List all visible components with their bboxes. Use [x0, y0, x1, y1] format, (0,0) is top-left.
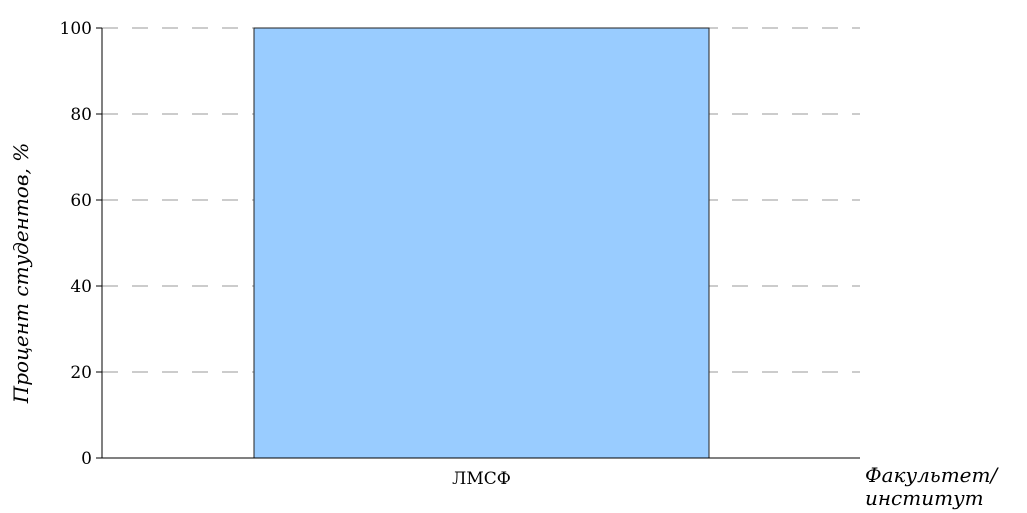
y-ticks: 0 20 40 60 80 100: [60, 19, 102, 469]
y-axis-title: Процент студентов, %: [9, 143, 33, 404]
bar-0: [253, 27, 710, 459]
x-axis-title-line-2: институт: [865, 486, 984, 510]
bars: [253, 27, 710, 459]
x-ticks: ЛМСФ: [452, 469, 511, 489]
y-tick-label-80: 80: [70, 105, 92, 125]
x-tick-label-0: ЛМСФ: [452, 469, 511, 489]
x-axis-title-line-1: Факультет/: [865, 463, 999, 487]
grid-lines: [102, 27, 860, 373]
y-tick-label-0: 0: [81, 449, 92, 469]
y-tick-label-20: 20: [70, 363, 92, 383]
y-tick-label-100: 100: [60, 19, 92, 39]
y-tick-label-40: 40: [70, 277, 92, 297]
y-tick-label-60: 60: [70, 191, 92, 211]
